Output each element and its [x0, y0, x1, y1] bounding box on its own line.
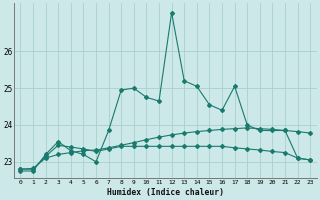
X-axis label: Humidex (Indice chaleur): Humidex (Indice chaleur): [107, 188, 224, 197]
